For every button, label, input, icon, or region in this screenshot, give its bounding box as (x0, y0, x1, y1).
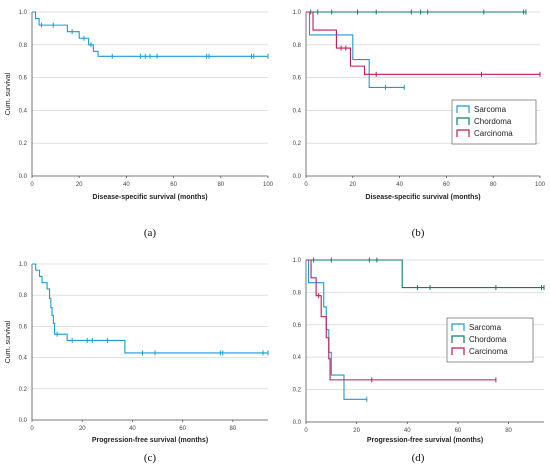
x-tick-label: 20 (79, 426, 86, 432)
panel-caption: (b) (412, 227, 425, 239)
legend-swatch (451, 347, 465, 355)
x-tick-label: 60 (170, 182, 177, 188)
y-tick-label: 0.8 (293, 43, 302, 49)
legend-label: Chordoma (469, 335, 507, 344)
y-tick-label: 1.0 (19, 262, 28, 268)
y-tick-label: 0.2 (19, 141, 28, 147)
y-tick-label: 0.8 (293, 290, 302, 296)
x-tick-label: 60 (455, 428, 462, 434)
survival-curve-carcinoma (306, 259, 496, 381)
y-tick-label: 0.4 (19, 108, 28, 114)
y-tick-label: 0.0 (19, 418, 28, 424)
x-tick-label: 0 (304, 428, 308, 434)
x-tick-label: 80 (490, 182, 497, 188)
y-tick-label: 0.4 (293, 108, 302, 114)
x-tick-label: 80 (217, 182, 224, 188)
x-tick-label: 80 (230, 426, 237, 432)
y-tick-label: 0.8 (19, 43, 28, 49)
y-tick-label: 1.0 (293, 258, 302, 264)
survival-curve (32, 263, 268, 354)
y-tick-label: 0.0 (293, 174, 302, 180)
x-axis-title: Progression-free survival (months) (92, 437, 208, 444)
legend-label: Sarcoma (474, 105, 507, 114)
x-tick-label: 60 (179, 426, 186, 432)
y-tick-label: 0.6 (19, 76, 28, 82)
legend-label: Carcinoma (474, 129, 513, 138)
x-tick-label: 20 (353, 428, 360, 434)
y-tick-label: 1.0 (293, 10, 302, 16)
y-tick-label: 0.0 (19, 174, 28, 180)
legend-swatch (456, 129, 470, 137)
survival-curve (32, 11, 268, 57)
legend-swatch (451, 323, 465, 331)
y-tick-label: 0.4 (19, 356, 28, 362)
survival-curve-carcinoma (306, 11, 540, 75)
x-tick-label: 80 (505, 428, 512, 434)
x-tick-label: 40 (129, 426, 136, 432)
x-tick-label: 40 (404, 428, 411, 434)
km-panel-3: 0.0 0.2 0.4 0.6 0.8 1.0 0 20 40 60 80 Cum. survival… (5, 262, 269, 464)
x-tick-label: 40 (123, 182, 130, 188)
x-tick-label: 100 (263, 182, 274, 188)
y-tick-label: 0.6 (293, 323, 302, 329)
legend-label: Chordoma (474, 117, 512, 126)
x-tick-label: 100 (535, 182, 546, 188)
y-tick-label: 1.0 (19, 10, 28, 16)
panel-caption: (d) (412, 452, 425, 464)
y-tick-label: 0.2 (293, 388, 302, 394)
legend-swatch (456, 105, 470, 113)
panel-caption: (a) (144, 227, 157, 239)
x-tick-label: 20 (349, 182, 356, 188)
y-tick-label: 0.6 (19, 324, 28, 330)
x-tick-label: 40 (396, 182, 403, 188)
legend-swatch (456, 117, 470, 125)
x-tick-label: 60 (443, 182, 450, 188)
legend-swatch (451, 335, 465, 343)
x-tick-label: 0 (30, 182, 34, 188)
y-tick-label: 0.2 (19, 387, 28, 393)
legend-label: Sarcoma (469, 323, 502, 332)
km-panel-1: 0.0 0.2 0.4 0.6 0.8 1.0 0 20 40 60 80 100 Cum. survi… (5, 10, 274, 239)
y-tick-label: 0.4 (293, 355, 302, 361)
y-tick-label: 0.6 (293, 76, 302, 82)
y-tick-label: 0.0 (293, 420, 302, 426)
km-panel-4: 0.0 0.2 0.4 0.6 0.8 1.0 0 20 40 60 80 Progression-f… (293, 257, 545, 464)
survival-curve-sarcoma (306, 11, 405, 88)
km-panel-2: 0.0 0.2 0.4 0.6 0.8 1.0 0 20 40 60 80 100 Disease-sp… (293, 9, 546, 239)
survival-curve-sarcoma (306, 259, 367, 400)
legend-box (451, 99, 537, 145)
legend: Sarcoma Chordoma Carcinoma (446, 317, 534, 363)
y-tick-label: 0.8 (19, 293, 28, 299)
panel-caption: (c) (144, 452, 157, 464)
y-tick-label: 0.2 (293, 141, 302, 147)
y-axis-title: Cum. survival (5, 320, 12, 363)
y-axis-title: Cum. survival (5, 72, 12, 115)
x-axis-title: Disease-specific survival (months) (92, 194, 207, 201)
x-tick-label: 0 (304, 182, 308, 188)
legend-box (446, 317, 534, 363)
x-tick-label: 0 (30, 426, 34, 432)
x-axis-title: Disease-specific survival (months) (365, 194, 480, 201)
legend-label: Carcinoma (469, 347, 508, 356)
x-axis-title: Progression-free survival (months) (367, 437, 483, 444)
legend: Sarcoma Chordoma Carcinoma (451, 99, 537, 145)
survival-curve-chordoma (306, 259, 544, 289)
x-tick-label: 20 (76, 182, 83, 188)
